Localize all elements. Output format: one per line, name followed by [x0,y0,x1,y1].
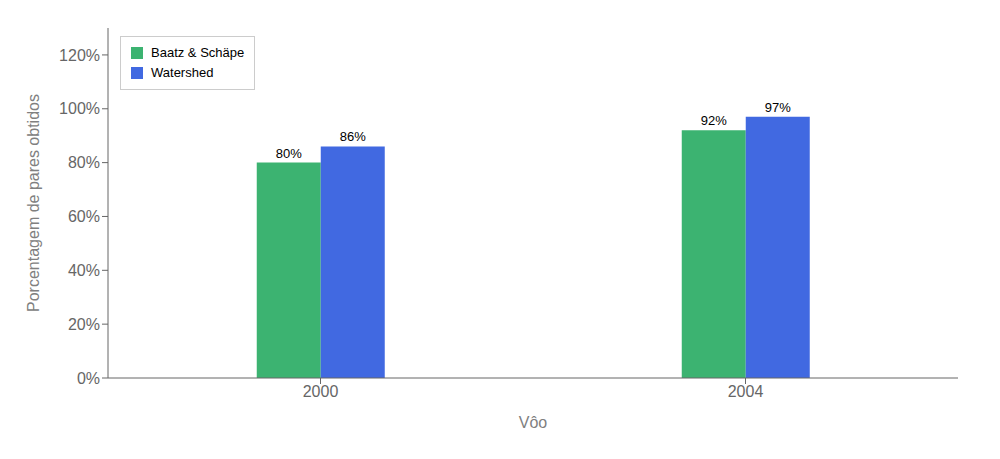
svg-text:92%: 92% [701,113,727,128]
svg-text:40%: 40% [68,262,100,279]
svg-text:2004: 2004 [728,383,764,400]
svg-text:86%: 86% [340,129,366,144]
svg-text:80%: 80% [276,146,302,161]
svg-text:2000: 2000 [303,383,339,400]
svg-text:20%: 20% [68,316,100,333]
html-text:Baatz & Schäpe: Baatz & Schäpe [151,45,245,60]
svg-text:97%: 97% [765,100,791,115]
svg-text:Porcentagem de pares obtidos: Porcentagem de pares obtidos [25,94,42,312]
svg-text:100%: 100% [59,100,100,117]
html-text:Watershed: Watershed [151,65,214,80]
svg-text:120%: 120% [59,47,100,64]
svg-text:60%: 60% [68,208,100,225]
svg-text:Vôo: Vôo [519,414,548,431]
svg-text:80%: 80% [68,154,100,171]
svg-text:0%: 0% [77,370,100,387]
